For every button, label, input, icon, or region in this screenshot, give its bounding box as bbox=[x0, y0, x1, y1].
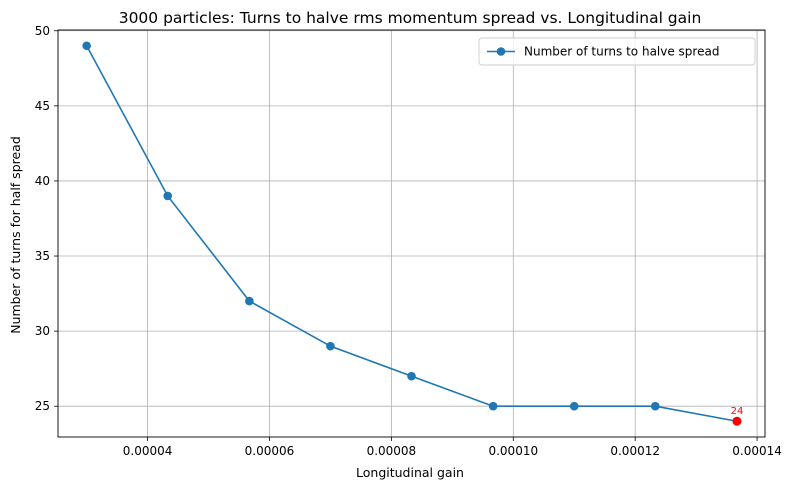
y-tick-label: 40 bbox=[35, 174, 50, 188]
highlight: 24 bbox=[731, 406, 744, 426]
y-tick-label: 50 bbox=[35, 24, 50, 38]
x-tick-label: 0.00006 bbox=[245, 444, 295, 458]
y-tick-label: 25 bbox=[35, 399, 50, 413]
data-point bbox=[569, 401, 579, 411]
data-point bbox=[163, 191, 173, 201]
x-tick-label: 0.00004 bbox=[123, 444, 173, 458]
data-point bbox=[326, 341, 335, 351]
legend-label: Number of turns to halve spread bbox=[524, 45, 719, 59]
data-series bbox=[82, 41, 742, 426]
legend: Number of turns to halve spread bbox=[478, 37, 756, 66]
plot-area bbox=[57, 29, 766, 438]
highlight-point bbox=[732, 416, 742, 426]
data-point bbox=[650, 401, 660, 411]
chart-title: 3000 particles: Turns to halve rms momen… bbox=[119, 9, 702, 27]
data-point bbox=[82, 41, 91, 51]
legend-box bbox=[478, 37, 756, 66]
x-tick-label: 0.00012 bbox=[610, 444, 660, 458]
data-point bbox=[488, 401, 498, 411]
series-line bbox=[85, 45, 738, 423]
grid bbox=[58, 30, 765, 437]
data-point bbox=[245, 296, 254, 306]
highlight-label: 24 bbox=[731, 406, 744, 417]
y-axis-label: Number of turns for half spread bbox=[8, 136, 23, 334]
data-point bbox=[407, 371, 416, 381]
y-tick-label: 45 bbox=[35, 99, 50, 113]
x-tick-label: 0.00014 bbox=[732, 444, 782, 458]
x-axis-label: Longitudinal gain bbox=[356, 465, 464, 480]
x-tick-label: 0.00008 bbox=[367, 444, 417, 458]
y-tick-label: 35 bbox=[35, 249, 50, 263]
legend-marker bbox=[496, 47, 506, 56]
axis-ticks: 0.00004 0.00006 0.00008 0.00010 0.00012 0.000… bbox=[35, 24, 782, 458]
y-tick-label: 30 bbox=[35, 324, 50, 338]
x-tick-label: 0.00010 bbox=[488, 444, 538, 458]
